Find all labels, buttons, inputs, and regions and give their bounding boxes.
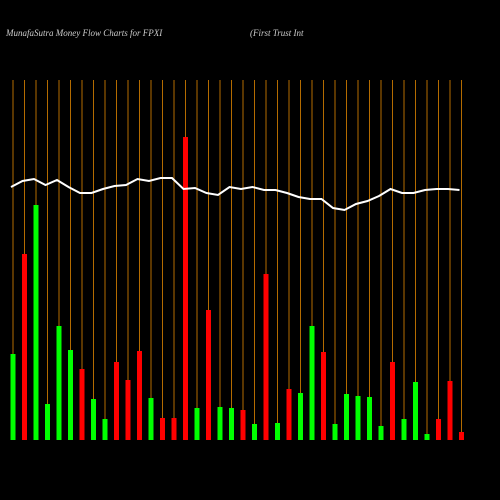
bar (378, 426, 384, 440)
bar (56, 326, 62, 440)
bar (229, 408, 234, 440)
bar (355, 396, 361, 440)
bar (137, 351, 142, 440)
bar (344, 394, 349, 440)
bar (459, 432, 464, 440)
bar (114, 362, 119, 440)
bar (298, 393, 303, 440)
bar (401, 419, 407, 440)
bar (275, 423, 280, 440)
bar (10, 354, 16, 440)
bar (263, 274, 269, 440)
bar (390, 362, 395, 440)
bar (447, 381, 453, 440)
chart-subtitle: (First Trust Int (250, 28, 304, 38)
bar (413, 382, 418, 440)
bar (45, 404, 50, 440)
bar (367, 397, 372, 440)
bar (252, 424, 257, 440)
bar (194, 408, 200, 440)
bar (33, 205, 39, 440)
bar (424, 434, 430, 440)
bar (183, 137, 188, 440)
bar (286, 389, 292, 440)
chart-title: MunafaSutra Money Flow Charts for FPXI (5, 28, 163, 38)
bar (160, 418, 165, 440)
bar (171, 418, 177, 440)
bar (22, 254, 27, 440)
bar (332, 424, 338, 440)
bar (125, 380, 131, 440)
bar (206, 310, 211, 440)
bar (217, 407, 223, 440)
money-flow-line (10, 177, 460, 212)
bar (91, 399, 96, 440)
bar (309, 326, 315, 440)
bar (79, 369, 85, 440)
bar (240, 410, 246, 440)
bar (68, 350, 73, 440)
bar (102, 419, 108, 440)
bar (321, 352, 326, 440)
bar (148, 398, 154, 440)
bar (436, 419, 441, 440)
